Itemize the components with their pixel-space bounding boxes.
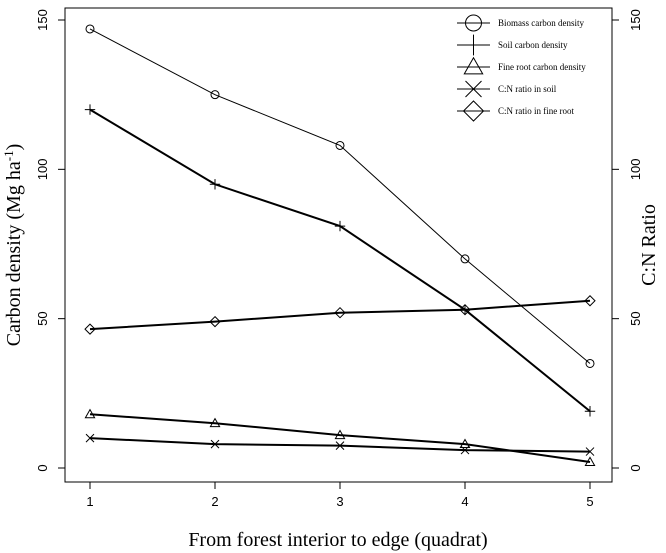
data-point (585, 447, 595, 456)
legend-label: C:N ratio in soil (498, 84, 557, 94)
legend-item: Biomass carbon density (457, 14, 584, 32)
y-axis-left-title-main: Carbon density (Mg ha (3, 161, 25, 346)
data-point (85, 24, 95, 34)
data-point (585, 358, 595, 368)
series-c-n-ratio-in-soil (85, 433, 595, 456)
data-point (85, 433, 95, 443)
data-point (584, 456, 596, 466)
data-point (334, 306, 346, 319)
legend-symbol (463, 34, 484, 56)
legend-symbol (463, 56, 484, 75)
y-right-tick-label: 100 (628, 158, 643, 180)
data-point (460, 254, 470, 264)
y-axis-left-title-superscript: -1 (1, 150, 16, 161)
legend-item: C:N ratio in fine root (457, 100, 574, 122)
y-left-tick-label: 50 (35, 311, 50, 325)
y-axis-left-title: Carbon density (Mg ha-1) (1, 144, 25, 347)
legend: Biomass carbon density Soil carbon densit… (457, 14, 586, 122)
x-tick-label: 5 (586, 494, 593, 509)
data-point (209, 315, 221, 328)
legend-item: C:N ratio in soil (457, 80, 557, 98)
legend-symbol (465, 80, 482, 98)
x-tick-label: 2 (211, 494, 218, 509)
y-right-tick-label: 0 (628, 464, 643, 471)
data-point (334, 429, 346, 440)
data-point (84, 408, 96, 419)
y-left-tick-label: 150 (35, 9, 50, 31)
x-tick-label: 1 (86, 494, 93, 509)
data-point (335, 140, 345, 150)
plot-frame (64, 7, 613, 483)
x-tick-label: 3 (336, 494, 343, 509)
data-point (459, 438, 471, 449)
legend-label: Fine root carbon density (498, 62, 586, 72)
legend-label: Soil carbon density (498, 40, 568, 50)
data-point (210, 439, 220, 449)
data-point (459, 303, 471, 316)
x-tick-label: 4 (461, 494, 468, 509)
legend-item: Fine root carbon density (457, 56, 586, 75)
series-layer (84, 24, 596, 466)
legend-label: C:N ratio in fine root (498, 106, 574, 116)
y-right-tick-label: 50 (628, 311, 643, 325)
data-point (210, 90, 220, 100)
series-line (89, 299, 591, 331)
data-point (460, 445, 470, 455)
legend-symbol (462, 100, 485, 122)
series-soil-carbon-density (84, 104, 596, 417)
legend-item: Soil carbon density (457, 34, 568, 56)
series-biomass-carbon-density (85, 24, 595, 368)
legend-label: Biomass carbon density (498, 18, 584, 28)
y-left-tick-label: 100 (35, 158, 50, 180)
x-axis-title: From forest interior to edge (quadrat) (188, 529, 487, 551)
data-point (584, 406, 596, 417)
series-c-n-ratio-in-fine-root (84, 295, 596, 335)
y-left-tick-label: 0 (35, 464, 50, 471)
data-point (209, 417, 221, 428)
data-point (334, 220, 346, 232)
y-axis-left-title-close: ) (3, 144, 25, 151)
y-right-tick-label: 150 (628, 9, 643, 31)
data-point (84, 104, 96, 115)
data-point (84, 323, 96, 335)
y-axis-right-title: C:N Ratio (638, 204, 660, 286)
data-point (584, 295, 596, 307)
data-point (335, 441, 345, 450)
legend-symbol (465, 14, 482, 32)
data-point (209, 179, 221, 190)
series-line (89, 28, 591, 364)
